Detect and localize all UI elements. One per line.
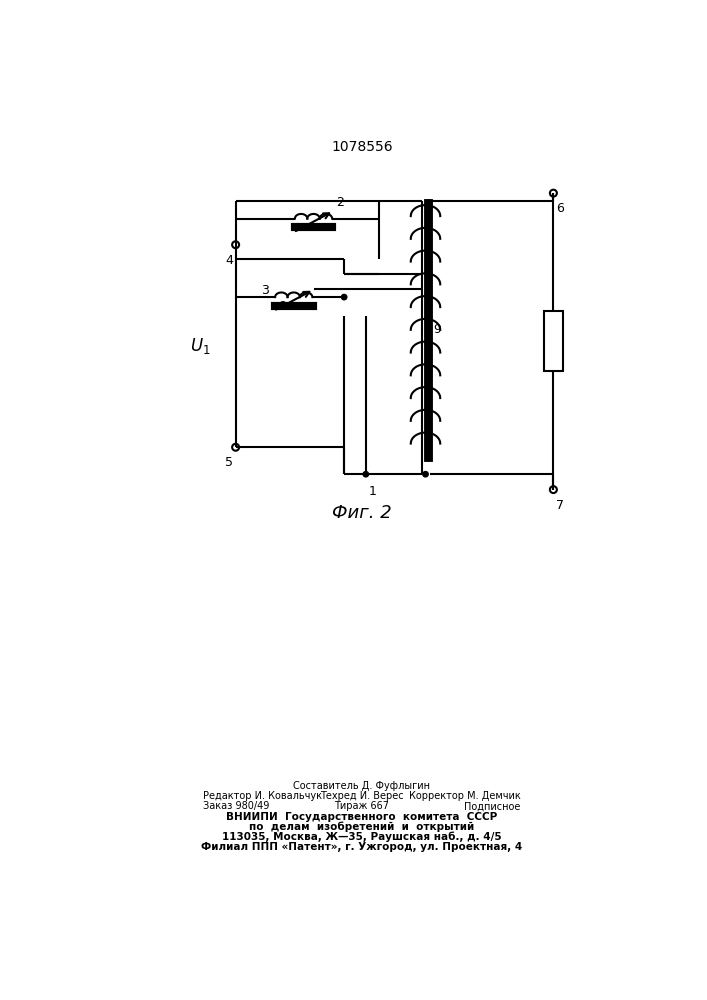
Circle shape [341, 294, 347, 300]
Text: Составитель Д. Фуфлыгин: Составитель Д. Фуфлыгин [293, 781, 431, 791]
Text: 3: 3 [261, 284, 269, 297]
Text: 1: 1 [369, 485, 377, 498]
Text: Фиг. 2: Фиг. 2 [332, 504, 392, 522]
Text: 1078556: 1078556 [331, 140, 393, 154]
Text: 6: 6 [556, 202, 564, 215]
Text: Корректор М. Демчик: Корректор М. Демчик [409, 791, 521, 801]
Text: Техред И. Верес: Техред И. Верес [320, 791, 404, 801]
Text: Тираж 667: Тираж 667 [334, 801, 390, 811]
Text: 2: 2 [336, 196, 344, 209]
Text: Редактор И. Ковальчук: Редактор И. Ковальчук [203, 791, 322, 801]
Text: 9: 9 [433, 323, 441, 336]
Text: 4: 4 [226, 254, 233, 267]
Text: Филиал ППП «Патент», г. Ужгород, ул. Проектная, 4: Филиал ППП «Патент», г. Ужгород, ул. Про… [201, 842, 522, 852]
Text: 8: 8 [279, 300, 286, 313]
Circle shape [423, 472, 428, 477]
Text: по  делам  изобретений  и  открытий: по делам изобретений и открытий [250, 822, 474, 832]
Text: 5: 5 [226, 456, 233, 469]
Text: Заказ 980/49: Заказ 980/49 [203, 801, 269, 811]
Text: Подписное: Подписное [464, 801, 521, 811]
Text: $U_1$: $U_1$ [190, 336, 211, 356]
Text: 7: 7 [556, 499, 564, 512]
Bar [544, 311, 563, 371]
Text: 113035, Москва, Ж—35, Раушская наб., д. 4/5: 113035, Москва, Ж—35, Раушская наб., д. … [222, 832, 502, 842]
Circle shape [363, 472, 368, 477]
Text: ВНИИПИ  Государственного  комитета  СССР: ВНИИПИ Государственного комитета СССР [226, 812, 498, 822]
